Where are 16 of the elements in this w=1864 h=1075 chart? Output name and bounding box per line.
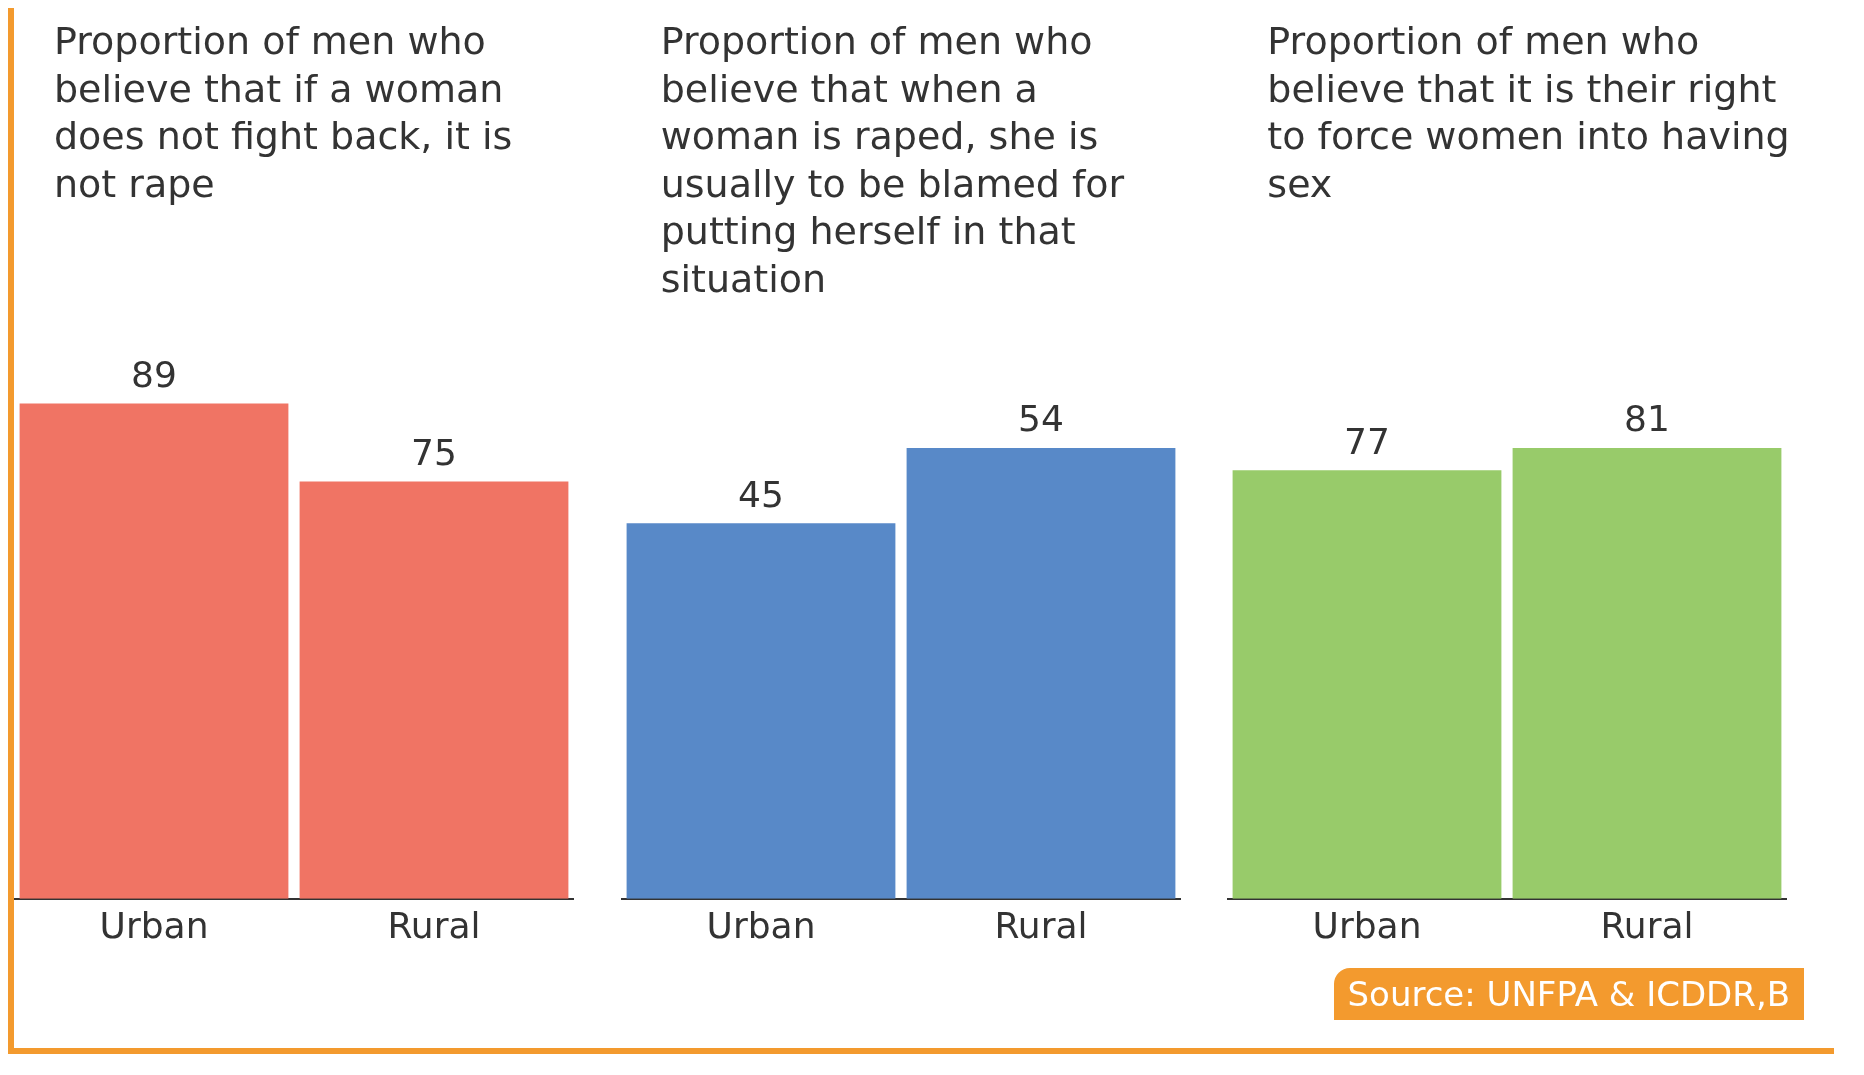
data-label: 89 [131, 353, 177, 395]
x-tick-label: Urban [99, 904, 209, 946]
x-tick-label: Urban [1312, 904, 1422, 946]
chart-title: Proportion of men who believe that if a woman does not fight back, it is not rape [53, 18, 514, 208]
chart-title: Proportion of men who believe that when a woman is raped, she is usually to be blamed for putting herself in that situation [659, 18, 1126, 303]
x-tick-label: Rural [387, 904, 481, 946]
x-tick-label: Urban [706, 904, 816, 946]
data-label: 45 [737, 473, 784, 515]
data-label: 54 [1017, 398, 1064, 440]
chart-title: Proportion of men who believe that it is their right to force women into having sex [1266, 18, 1791, 208]
data-label: 75 [411, 431, 457, 473]
data-label: 77 [1344, 420, 1391, 462]
x-tick-label: Rural [1600, 904, 1694, 946]
source-note: Source: UNFPA & ICDDR,B [1333, 968, 1805, 1020]
x-tick-label: Rural [994, 904, 1088, 946]
data-label: 81 [1624, 398, 1671, 440]
